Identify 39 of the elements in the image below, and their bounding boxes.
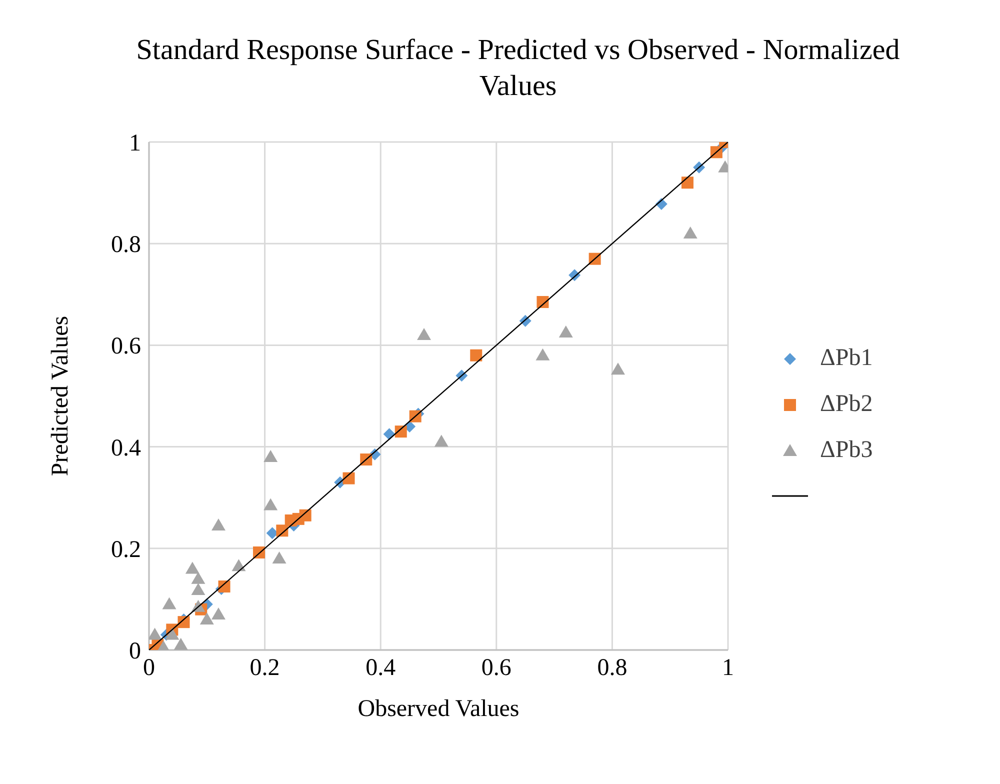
x-tick-label: 0.4 <box>366 655 396 682</box>
point <box>211 607 226 620</box>
point <box>165 628 180 640</box>
point <box>191 572 206 584</box>
x-tick-label: 0.6 <box>481 655 512 682</box>
y-tick-label: 0.4 <box>111 435 141 462</box>
point <box>200 612 214 625</box>
point <box>264 498 278 510</box>
point <box>191 583 206 596</box>
legend-label: ΔPb2 <box>820 390 873 418</box>
point <box>149 628 162 640</box>
point <box>342 472 355 484</box>
y-axis-title: Predicted Values <box>48 316 74 476</box>
point <box>470 349 482 362</box>
y-tick-label: 0.6 <box>111 334 141 360</box>
chart-title: Standard Response Surface - Predicted vs Observed - Normalized Values <box>135 33 901 104</box>
point <box>162 597 176 610</box>
x-axis-title: Observed Values <box>358 696 520 722</box>
point <box>558 326 573 338</box>
x-tick-label: 0.8 <box>597 655 628 682</box>
point <box>683 226 698 238</box>
point <box>610 362 625 375</box>
y-tick-label: 1 <box>129 130 141 157</box>
point <box>264 450 278 462</box>
point <box>272 552 286 564</box>
y-tick-label: 0.2 <box>111 536 141 563</box>
legend-label: ΔPb3 <box>820 436 873 464</box>
y-tick-label: 0.8 <box>111 232 141 258</box>
x-tick-label: 0.2 <box>250 655 280 682</box>
x-tick-label: 1 <box>722 655 734 682</box>
point <box>681 176 694 189</box>
point <box>185 562 200 574</box>
point <box>174 638 188 650</box>
point <box>536 348 550 360</box>
point <box>417 328 432 340</box>
legend-label: ΔPb1 <box>820 344 873 372</box>
point <box>211 518 226 531</box>
point <box>434 434 448 447</box>
y-tick-label: 0 <box>129 638 141 665</box>
